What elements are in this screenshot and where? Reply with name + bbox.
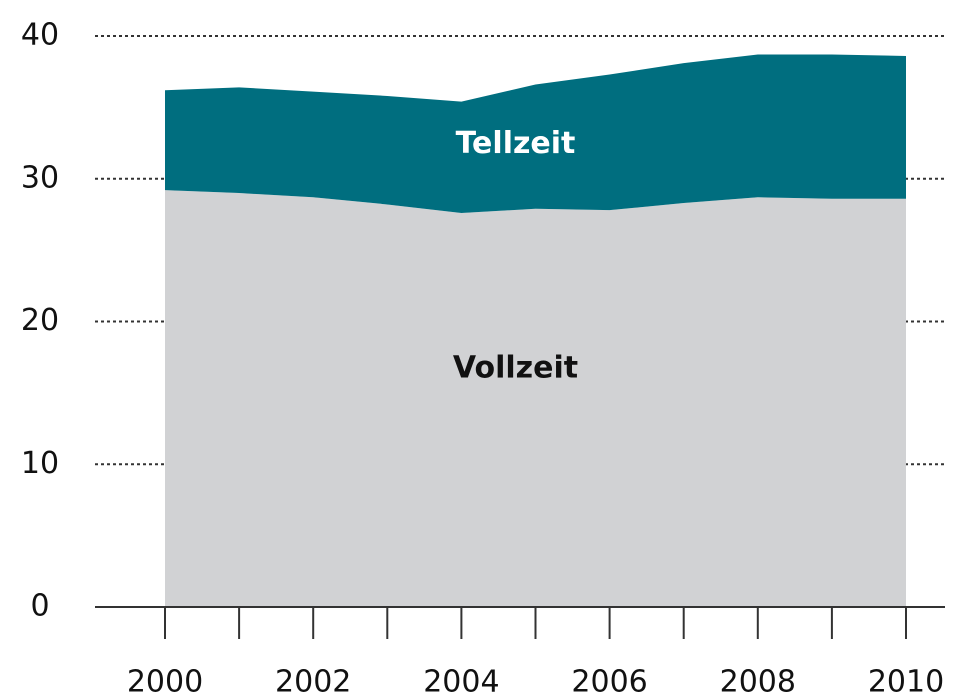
series-label: Vollzeit — [453, 351, 578, 386]
x-tick-label: 2000 — [127, 665, 203, 699]
x-tick-label: 2006 — [571, 665, 647, 699]
y-tick-label: 10 — [21, 446, 59, 481]
series-label: Tellzeit — [456, 126, 576, 161]
y-tick-label: 30 — [21, 160, 59, 195]
x-tick-label: 2010 — [868, 665, 944, 699]
x-tick-label: 2004 — [423, 665, 499, 699]
area — [165, 54, 906, 214]
area — [165, 190, 906, 608]
y-tick-label: 20 — [21, 303, 59, 338]
x-tick-label: 2002 — [275, 665, 351, 699]
y-tick-label: 0 — [30, 589, 49, 624]
y-tick-label: 40 — [21, 18, 59, 53]
x-tick-label: 2008 — [720, 665, 796, 699]
